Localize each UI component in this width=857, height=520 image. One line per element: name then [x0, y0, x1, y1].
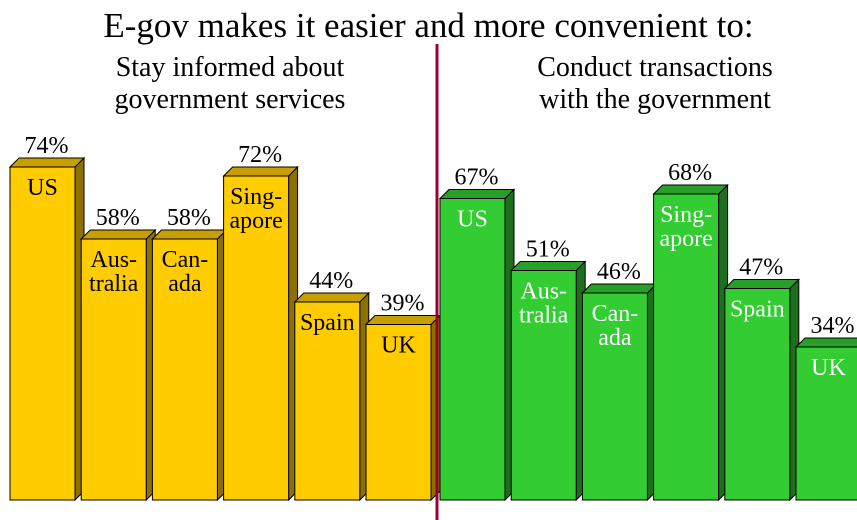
transactions-singapore-value-label: 68% — [668, 160, 712, 186]
informed-singapore-bar-top — [222, 166, 299, 177]
informed-australia-bar — [80, 238, 147, 501]
informed-uk-value-label: 39% — [381, 291, 425, 317]
informed-australia-bar-top — [79, 229, 157, 240]
transactions-uk-bar-top — [794, 337, 857, 348]
informed-spain-bar-top — [293, 292, 371, 303]
transactions-australia-category-label: Aus-tralia — [519, 279, 569, 329]
transactions-us-category-label: US — [457, 207, 488, 233]
informed-singapore-value-label: 72% — [238, 142, 282, 168]
chart-title: E-gov makes it easier and more convenien… — [103, 6, 754, 45]
transactions-spain-value-label: 47% — [739, 255, 783, 281]
informed-spain-bar — [294, 301, 361, 501]
transactions-singapore-category-label: Sing-apore — [659, 202, 712, 252]
transactions-us-value-label: 67% — [455, 165, 499, 191]
transactions-uk-value-label: 34% — [811, 313, 855, 339]
transactions-canada-value-label: 46% — [597, 259, 641, 285]
right-panel-subtitle: Conduct transactions with the government — [537, 52, 773, 115]
informed-spain-category-label: Spain — [300, 310, 355, 336]
informed-uk-bar-top — [364, 315, 442, 325]
transactions-us-bar-top — [438, 189, 516, 199]
informed-singapore-category-label: Sing-apore — [229, 184, 282, 234]
informed-canada-bar — [151, 238, 218, 501]
informed-australia-value-label: 58% — [96, 205, 140, 231]
informed-us-value-label: 74% — [25, 133, 69, 159]
right-bar-panel: 67% US 51% Aus-tralia 46% Can-ada 68% Sing-apor… — [438, 160, 857, 502]
left-panel-subtitle: Stay informed about government services — [114, 52, 346, 115]
transactions-australia-value-label: 51% — [526, 237, 570, 263]
informed-us-bar-top — [8, 157, 86, 168]
transactions-spain-bar-top — [723, 279, 801, 289]
informed-us-category-label: US — [27, 175, 58, 201]
informed-canada-bar-top — [151, 229, 228, 240]
transactions-singapore-bar — [653, 193, 720, 501]
transactions-spain-bar — [724, 288, 791, 501]
transactions-singapore-bar-top — [652, 184, 729, 195]
informed-uk-category-label: UK — [381, 333, 416, 359]
transactions-uk-category-label: UK — [811, 355, 846, 381]
informed-spain-value-label: 44% — [309, 268, 353, 294]
informed-singapore-bar — [223, 175, 290, 501]
informed-canada-category-label: Can-ada — [162, 247, 209, 297]
transactions-uk-bar — [795, 346, 857, 501]
left-bar-panel: 74% US 58% Aus-tralia 58% Can-ada 72% Sing-apor… — [8, 133, 442, 502]
transactions-australia-bar — [510, 270, 577, 501]
transactions-canada-category-label: Can-ada — [592, 301, 639, 351]
transactions-australia-bar-top — [509, 261, 587, 271]
informed-australia-category-label: Aus-tralia — [89, 247, 139, 297]
transactions-spain-category-label: Spain — [730, 297, 785, 323]
transactions-us-bar — [439, 198, 506, 501]
transactions-canada-bar-top — [581, 283, 658, 294]
informed-us-bar — [9, 166, 76, 501]
informed-canada-value-label: 58% — [167, 205, 211, 231]
transactions-canada-bar — [581, 292, 648, 501]
informed-uk-bar — [365, 324, 432, 501]
